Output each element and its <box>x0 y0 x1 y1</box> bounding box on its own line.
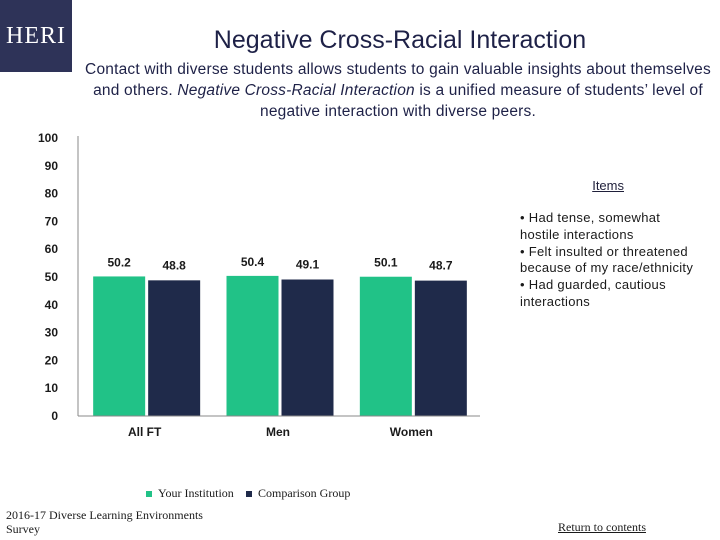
legend-comparison-group: Comparison Group <box>246 486 350 501</box>
bar-comparison-group <box>414 280 467 416</box>
item-2: • Felt insulted or threatened because of… <box>520 243 694 276</box>
y-tick-label: 30 <box>45 326 59 340</box>
x-category-label: Women <box>390 425 433 439</box>
data-label: 50.2 <box>107 255 131 269</box>
subtitle-part-2: is a unified measure of students’ level … <box>260 82 703 120</box>
y-tick-label: 70 <box>45 214 59 228</box>
items-legend: Items • Had tense, somewhat hostile inte… <box>500 178 700 309</box>
page-title: Negative Cross-Racial Interaction <box>213 26 587 54</box>
y-tick-label: 20 <box>45 353 59 367</box>
bar-comparison-group <box>148 280 201 416</box>
items-heading: Items <box>592 178 624 193</box>
heri-logo: HERI <box>0 0 72 72</box>
y-tick-label: 0 <box>51 409 58 423</box>
legend-label-your-institution: Your Institution <box>158 486 234 500</box>
x-axis: All FT Men Women <box>78 415 480 439</box>
data-label: 49.1 <box>296 258 320 272</box>
data-label: 48.7 <box>429 259 453 273</box>
legend-label-comparison-group: Comparison Group <box>258 486 351 500</box>
item-1: • Had tense, somewhat hostile interactio… <box>520 210 661 242</box>
bars: 50.2 48.8 50.4 49.1 50.1 48.7 <box>93 255 467 416</box>
return-to-contents-link[interactable]: Return to contents <box>558 520 646 534</box>
subtitle-measure-name: Negative Cross-Racial Interaction <box>177 82 415 99</box>
bar-comparison-group <box>281 279 334 416</box>
y-tick-label: 50 <box>45 270 59 284</box>
legend-swatch-comparison-group <box>246 490 252 497</box>
legend-swatch-your-institution <box>146 490 152 497</box>
bar-your-institution <box>93 276 146 416</box>
y-tick-label: 100 <box>38 131 58 145</box>
y-tick-label: 90 <box>45 159 59 173</box>
page-subtitle: Contact with diverse students allows stu… <box>80 59 716 122</box>
y-tick-label: 80 <box>45 187 59 201</box>
subtitle-part-1: Contact with diverse students allows stu… <box>85 61 711 99</box>
x-category-label: All FT <box>128 425 162 439</box>
legend-your-institution: Your Institution <box>146 486 234 501</box>
source-note: 2016-17 Diverse Learning Environments Su… <box>6 508 203 536</box>
item-3: • Had guarded, cautious interactions <box>520 277 666 309</box>
y-tick-label: 60 <box>45 242 59 256</box>
data-label: 48.8 <box>162 258 186 272</box>
items-list: • Had tense, somewhat hostile interactio… <box>520 210 695 311</box>
y-tick-label: 10 <box>45 381 59 395</box>
bar-your-institution <box>359 276 412 416</box>
y-tick-label: 40 <box>45 298 59 312</box>
y-axis: 0 10 20 30 40 50 60 70 80 90 100 <box>38 131 79 423</box>
bar-your-institution <box>226 275 279 416</box>
data-label: 50.4 <box>241 255 265 269</box>
logo-text: HERI <box>6 22 66 49</box>
data-label: 50.1 <box>374 256 398 270</box>
x-category-label: Men <box>266 425 290 439</box>
